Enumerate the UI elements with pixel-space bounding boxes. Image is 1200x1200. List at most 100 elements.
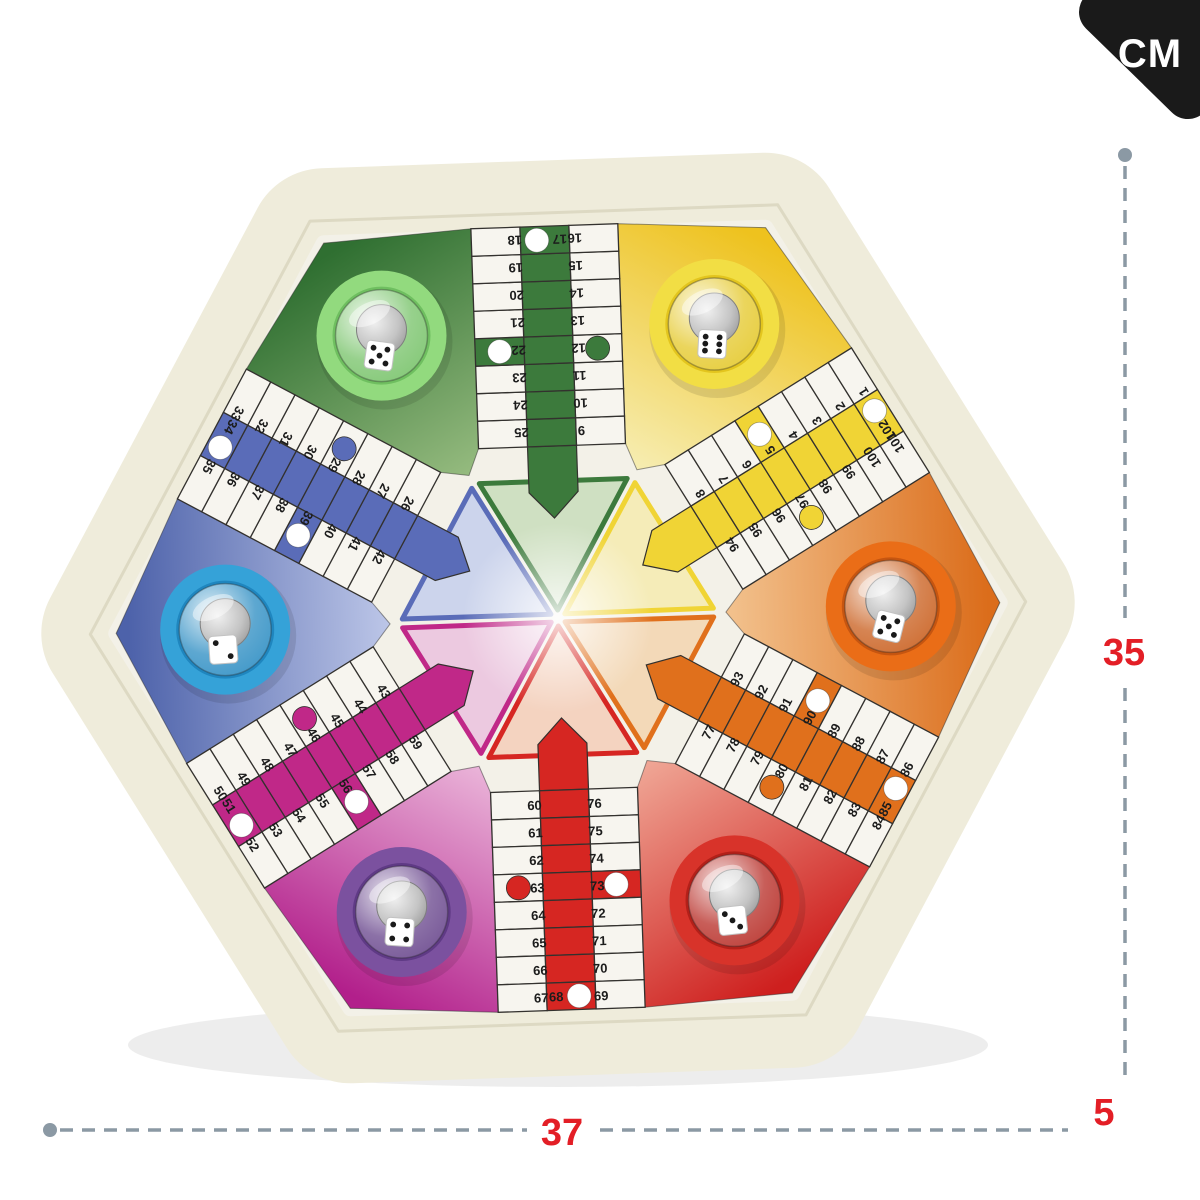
svg-text:49: 49 bbox=[234, 769, 254, 789]
svg-text:20: 20 bbox=[509, 287, 524, 302]
svg-text:90: 90 bbox=[800, 708, 820, 728]
safe-circle-colored bbox=[331, 436, 357, 462]
height-dimension-line bbox=[1118, 148, 1132, 1082]
svg-text:40: 40 bbox=[321, 521, 341, 541]
svg-text:74: 74 bbox=[589, 851, 605, 867]
svg-text:51: 51 bbox=[219, 796, 239, 816]
svg-text:95: 95 bbox=[745, 520, 765, 540]
svg-text:23: 23 bbox=[512, 370, 527, 385]
svg-text:85: 85 bbox=[875, 799, 895, 819]
svg-text:16: 16 bbox=[567, 230, 582, 245]
arm-green: 9 25 10 24 11 23 12 22 13 21 14 20 15 19 16 18 17 bbox=[470, 223, 630, 613]
dice-dome-red bbox=[669, 835, 806, 975]
svg-text:37: 37 bbox=[248, 482, 268, 502]
svg-text:93: 93 bbox=[727, 669, 747, 689]
cm-badge bbox=[1079, 0, 1200, 119]
svg-text:27: 27 bbox=[373, 481, 393, 501]
width-dimension-label: 37 bbox=[540, 1112, 584, 1154]
safe-circle-white bbox=[487, 339, 513, 365]
svg-text:87: 87 bbox=[872, 747, 892, 767]
die bbox=[717, 904, 748, 936]
svg-text:39: 39 bbox=[296, 508, 316, 528]
svg-text:61: 61 bbox=[528, 825, 543, 840]
svg-text:64: 64 bbox=[531, 908, 547, 924]
svg-text:50: 50 bbox=[210, 783, 230, 803]
svg-text:21: 21 bbox=[510, 315, 525, 330]
svg-text:30: 30 bbox=[300, 442, 320, 462]
svg-text:99: 99 bbox=[838, 462, 858, 482]
safe-circle-colored bbox=[759, 774, 785, 800]
safe-circle-white bbox=[603, 871, 629, 897]
svg-text:59: 59 bbox=[406, 732, 426, 752]
svg-text:38: 38 bbox=[272, 495, 292, 515]
svg-text:71: 71 bbox=[592, 933, 607, 948]
corner-start-circle bbox=[524, 227, 550, 253]
svg-text:14: 14 bbox=[568, 285, 584, 301]
corner-start-circle bbox=[883, 776, 909, 801]
safe-circle-colored bbox=[799, 505, 824, 530]
corner-start-circle bbox=[207, 435, 233, 460]
unit-badge-label: CM bbox=[1117, 32, 1183, 76]
svg-text:91: 91 bbox=[775, 695, 795, 715]
svg-text:55: 55 bbox=[312, 790, 332, 810]
safe-circle-colored bbox=[292, 706, 317, 731]
svg-text:31: 31 bbox=[276, 429, 296, 449]
svg-text:62: 62 bbox=[529, 853, 544, 868]
svg-text:77: 77 bbox=[699, 722, 719, 742]
svg-text:36: 36 bbox=[224, 470, 244, 490]
svg-text:45: 45 bbox=[327, 710, 347, 730]
die bbox=[363, 339, 396, 372]
svg-text:70: 70 bbox=[593, 960, 608, 975]
dice-dome-purple bbox=[336, 847, 473, 986]
svg-text:19: 19 bbox=[508, 260, 523, 275]
safe-circle-colored bbox=[585, 335, 611, 361]
svg-text:57: 57 bbox=[359, 761, 379, 781]
svg-text:13: 13 bbox=[570, 313, 585, 328]
svg-text:88: 88 bbox=[848, 734, 868, 754]
svg-text:92: 92 bbox=[751, 682, 771, 702]
svg-text:18: 18 bbox=[507, 233, 522, 248]
svg-text:17: 17 bbox=[552, 231, 567, 246]
svg-text:26: 26 bbox=[397, 494, 417, 514]
svg-text:53: 53 bbox=[266, 820, 286, 840]
svg-text:25: 25 bbox=[514, 425, 529, 440]
safe-circle-white bbox=[805, 688, 831, 714]
dice-dome-orange bbox=[825, 541, 962, 681]
svg-text:72: 72 bbox=[591, 906, 606, 921]
svg-text:76: 76 bbox=[587, 796, 602, 811]
svg-text:96: 96 bbox=[769, 505, 789, 525]
svg-text:68: 68 bbox=[549, 989, 564, 1004]
svg-text:56: 56 bbox=[336, 776, 356, 796]
svg-text:82: 82 bbox=[820, 787, 840, 807]
svg-text:89: 89 bbox=[824, 721, 844, 741]
width-dimension-line bbox=[43, 1123, 1068, 1137]
svg-text:35: 35 bbox=[199, 457, 219, 477]
dice-dome-blue bbox=[160, 564, 297, 704]
svg-text:43: 43 bbox=[374, 681, 394, 701]
die bbox=[697, 328, 728, 360]
svg-text:32: 32 bbox=[252, 417, 272, 437]
svg-text:73: 73 bbox=[590, 878, 605, 893]
svg-text:48: 48 bbox=[257, 754, 277, 774]
svg-text:11: 11 bbox=[572, 368, 586, 383]
svg-text:12: 12 bbox=[571, 340, 586, 355]
svg-text:10: 10 bbox=[573, 395, 588, 410]
svg-text:28: 28 bbox=[349, 468, 369, 488]
height-dimension-label: 35 bbox=[1102, 632, 1146, 674]
svg-text:41: 41 bbox=[345, 534, 365, 554]
svg-text:79: 79 bbox=[747, 748, 767, 768]
svg-text:63: 63 bbox=[530, 880, 545, 895]
svg-text:78: 78 bbox=[723, 735, 743, 755]
svg-text:58: 58 bbox=[382, 747, 402, 767]
corner-start-circle bbox=[566, 983, 592, 1009]
svg-text:66: 66 bbox=[533, 963, 548, 978]
svg-text:22: 22 bbox=[511, 342, 526, 357]
die bbox=[872, 609, 906, 644]
safe-circle-white bbox=[747, 421, 772, 447]
